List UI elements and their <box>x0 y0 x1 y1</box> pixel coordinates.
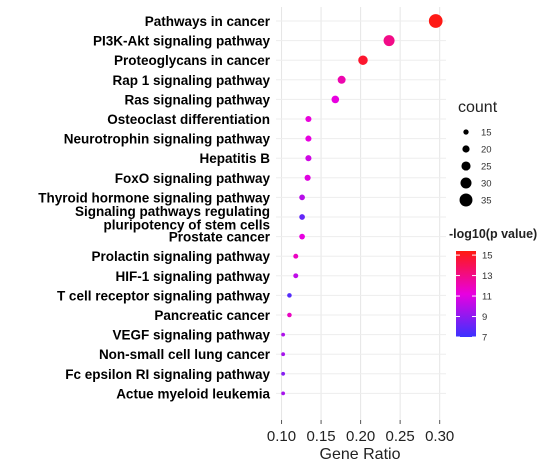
pathway-label: Pathways in cancer <box>145 14 271 29</box>
data-point <box>299 194 305 201</box>
data-point <box>383 35 395 47</box>
pathway-label: HIF-1 signaling pathway <box>115 269 270 284</box>
pathway-label: Osteoclast differentiation <box>107 112 270 127</box>
pathway-label: Prostate cancer <box>169 230 271 245</box>
data-point <box>281 391 286 396</box>
pvalue-legend-label: 7 <box>482 333 487 344</box>
pathway-label: Rap 1 signaling pathway <box>112 73 270 88</box>
pathway-label: PI3K-Akt signaling pathway <box>93 34 271 49</box>
pvalue-legend: -log10(p value) 7 9 11 13 15 <box>449 227 537 344</box>
pathway-labels: Pathways in cancer PI3K-Akt signaling pat… <box>38 14 271 401</box>
x-tick-label: 0.20 <box>346 428 375 445</box>
count-legend-label: 15 <box>481 128 492 139</box>
pathway-label-line: Signaling pathways regulating <box>75 204 270 219</box>
data-point <box>331 95 340 104</box>
count-legend-title: count <box>458 99 498 116</box>
pathway-label: Neurotrophin signaling pathway <box>64 132 271 147</box>
pvalue-legend-label: 9 <box>482 312 487 323</box>
x-axis: 0.10 0.15 0.20 0.25 0.30 <box>267 420 454 445</box>
data-point <box>358 55 368 65</box>
count-legend-label: 20 <box>481 145 492 156</box>
pathway-label: T cell receptor signaling pathway <box>57 288 271 303</box>
data-point <box>299 233 305 240</box>
pathway-label: FoxO signaling pathway <box>115 171 271 186</box>
data-point <box>293 273 299 279</box>
x-axis-title: Gene Ratio <box>320 446 401 463</box>
pathway-label: Non-small cell lung cancer <box>99 347 271 362</box>
pvalue-legend-label: 11 <box>482 292 492 303</box>
count-legend: count 15 20 25 30 35 <box>458 99 498 207</box>
data-points <box>281 14 443 396</box>
x-tick-label: 0.30 <box>425 428 454 445</box>
pathway-label: Hepatitis B <box>199 151 270 166</box>
data-point <box>305 135 312 142</box>
data-point <box>293 253 299 259</box>
pvalue-legend-label: 13 <box>482 271 493 282</box>
x-tick-label: 0.15 <box>306 428 335 445</box>
pathway-label: Fc epsilon RI signaling pathway <box>65 367 270 382</box>
data-point <box>281 371 286 376</box>
data-point <box>337 75 346 84</box>
data-point <box>305 115 312 123</box>
data-point <box>281 332 286 337</box>
data-point <box>299 214 305 220</box>
pathway-label: Signaling pathways regulating pluripotenc… <box>75 204 270 233</box>
count-legend-dot <box>463 129 469 135</box>
data-point <box>287 293 292 298</box>
count-legend-dot <box>460 177 472 189</box>
count-legend-dot <box>459 193 473 207</box>
pathway-label: VEGF signaling pathway <box>112 328 270 343</box>
pathway-label-line: pluripotency of stem cells <box>103 218 270 233</box>
count-legend-dot <box>462 145 470 153</box>
pathway-label: Prolactin signaling pathway <box>91 249 270 264</box>
x-tick-label: 0.10 <box>267 428 296 445</box>
count-legend-label: 25 <box>481 162 492 173</box>
pathway-label: Pancreatic cancer <box>154 308 270 323</box>
pvalue-legend-label: 15 <box>482 251 493 262</box>
count-legend-label: 30 <box>481 179 492 190</box>
data-point <box>287 312 292 318</box>
pathway-label: Actue myeloid leukemia <box>116 386 270 401</box>
data-point <box>304 174 311 181</box>
pathway-label: Ras signaling pathway <box>124 92 270 107</box>
data-point <box>305 155 312 162</box>
count-legend-dot <box>461 161 471 171</box>
data-point <box>281 352 286 357</box>
count-legend-label: 35 <box>481 196 492 207</box>
pathway-label: Proteoglycans in cancer <box>114 53 271 68</box>
pvalue-legend-title: -log10(p value) <box>449 227 537 241</box>
x-tick-label: 0.25 <box>386 428 415 445</box>
data-point <box>428 14 443 28</box>
plot-panel <box>276 7 446 420</box>
pvalue-colorbar <box>456 251 476 337</box>
pathway-label: Thyroid hormone signaling pathway <box>38 190 270 205</box>
grid-lines <box>276 7 446 420</box>
